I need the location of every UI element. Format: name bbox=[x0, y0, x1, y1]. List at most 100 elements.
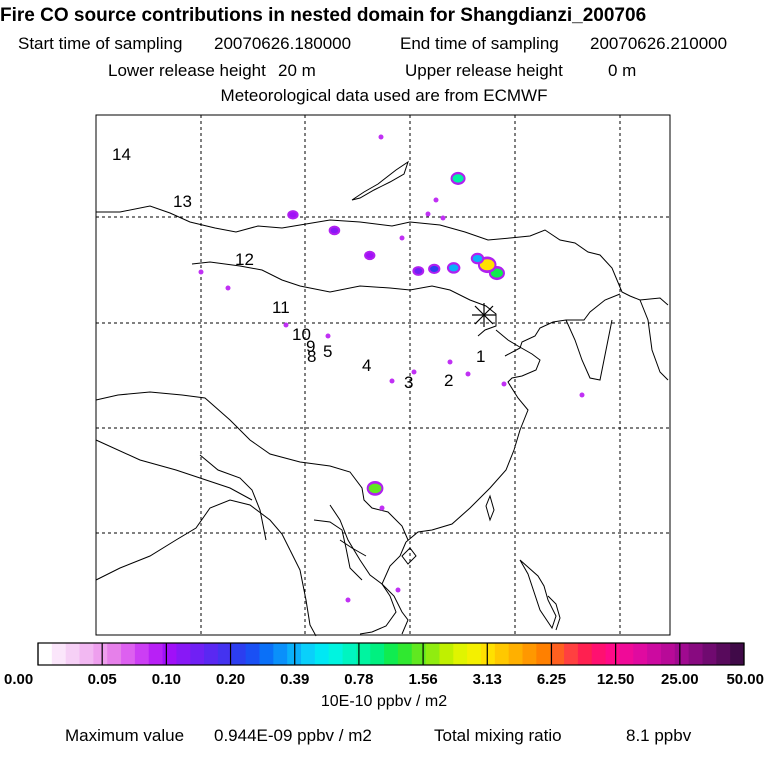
colorbar-cell bbox=[314, 643, 330, 665]
coastline bbox=[639, 299, 669, 381]
max-value: 0.944E-09 ppbv / m2 bbox=[214, 726, 372, 745]
colorbar-cell bbox=[134, 643, 150, 665]
border-line bbox=[96, 205, 669, 306]
plume-cell bbox=[378, 134, 384, 140]
hotspot bbox=[428, 263, 441, 275]
start-time-value: 20070626.180000 bbox=[214, 34, 352, 53]
colorbar-tick-label: 1.56 bbox=[408, 671, 437, 688]
colorbar-cell bbox=[204, 643, 219, 665]
colorbar-cell bbox=[674, 643, 690, 665]
plume-cell bbox=[283, 322, 289, 328]
colorbar-cell bbox=[647, 643, 662, 665]
border-line bbox=[313, 519, 363, 581]
total-mixing-label: Total mixing ratio bbox=[434, 726, 562, 745]
plume-cell bbox=[399, 235, 405, 241]
colorbar-tick-label: 0.39 bbox=[280, 671, 309, 688]
lower-height-label: Lower release height bbox=[108, 61, 266, 80]
colorbar-cell bbox=[577, 643, 593, 665]
colorbar-cell bbox=[425, 643, 440, 665]
colorbar-cell bbox=[121, 643, 136, 665]
coastline bbox=[95, 499, 291, 581]
trajectory-label: 14 bbox=[112, 145, 131, 164]
plume-cell bbox=[198, 269, 204, 275]
colorbar-cell bbox=[660, 643, 676, 665]
receptor-marker bbox=[472, 303, 496, 327]
trajectory-label: 5 bbox=[323, 342, 332, 361]
colorbar-cell bbox=[190, 643, 205, 665]
end-time-label: End time of sampling bbox=[400, 34, 559, 53]
trajectory-label: 1 bbox=[476, 347, 485, 366]
colorbar-cell bbox=[564, 643, 579, 665]
colorbar-cell bbox=[633, 643, 648, 665]
trajectory-label: 9 bbox=[306, 337, 315, 356]
trajectory-label: 3 bbox=[404, 373, 413, 392]
plume-cell bbox=[465, 371, 471, 377]
colorbar-cell bbox=[550, 643, 565, 665]
colorbar-cell bbox=[702, 643, 717, 665]
colorbar-cell bbox=[231, 643, 247, 665]
border-line bbox=[199, 454, 267, 541]
coastline bbox=[405, 329, 541, 543]
plume-cell bbox=[447, 359, 453, 365]
met-source: Meteorological data used are from ECMWF bbox=[220, 86, 548, 105]
border-line bbox=[95, 439, 253, 501]
plume-cell bbox=[389, 378, 395, 384]
colorbar-tick-label: 0.00 bbox=[4, 671, 33, 688]
lake-outline bbox=[351, 160, 409, 201]
trajectory-label: 8 bbox=[307, 347, 316, 366]
colorbar-cell bbox=[342, 643, 357, 665]
trajectory-label: 13 bbox=[173, 192, 192, 211]
coastline bbox=[519, 559, 557, 630]
colorbar-cell bbox=[730, 643, 745, 665]
coastline bbox=[565, 319, 613, 381]
plume-cell bbox=[579, 392, 585, 398]
colorbar-unit: 10E-10 ppbv / m2 bbox=[320, 693, 448, 710]
lower-height-value: 20 m bbox=[278, 61, 316, 80]
colorbar-cell bbox=[65, 643, 81, 665]
colorbar-cell bbox=[411, 643, 427, 665]
total-mixing-value: 8.1 ppbv bbox=[626, 726, 692, 745]
hotspot bbox=[470, 252, 485, 265]
chart-title: Fire CO source contributions in nested d… bbox=[0, 5, 647, 26]
trajectory-label: 12 bbox=[235, 250, 254, 269]
hotspot bbox=[366, 480, 384, 496]
trajectory-label: 4 bbox=[362, 356, 371, 375]
colorbar-cell bbox=[619, 643, 634, 665]
upper-height-value: 0 m bbox=[608, 61, 637, 80]
plume-cell bbox=[379, 505, 385, 511]
colorbar-tick-label: 0.78 bbox=[344, 671, 373, 688]
plume-cell bbox=[501, 381, 507, 387]
colorbar-cell bbox=[688, 643, 703, 665]
start-time-label: Start time of sampling bbox=[18, 34, 183, 53]
coastline bbox=[401, 547, 417, 565]
colorbar-cell bbox=[591, 643, 607, 665]
coastline bbox=[381, 541, 409, 635]
hotspot bbox=[450, 171, 466, 185]
trajectory-label: 10 bbox=[292, 325, 311, 344]
plume-cell bbox=[225, 285, 231, 291]
colorbar-cell bbox=[217, 643, 233, 665]
colorbar-cell bbox=[605, 643, 620, 665]
plume-cell bbox=[395, 587, 401, 593]
colorbar-tick-label: 6.25 bbox=[537, 671, 566, 688]
plume-cell bbox=[433, 197, 439, 203]
hotspot bbox=[412, 266, 425, 276]
hotspot bbox=[364, 250, 376, 261]
hotspot bbox=[446, 262, 461, 274]
trajectory-label: 2 bbox=[444, 371, 453, 390]
colorbar-cell bbox=[356, 643, 371, 665]
colorbar-cell bbox=[79, 643, 94, 665]
hotspot bbox=[287, 210, 299, 220]
colorbar-tick-label: 3.13 bbox=[473, 671, 502, 688]
colorbar-cell bbox=[301, 643, 316, 665]
upper-height-label: Upper release height bbox=[405, 61, 563, 80]
colorbar-cell bbox=[162, 643, 177, 665]
colorbar-cell bbox=[536, 643, 551, 665]
colorbar-cell bbox=[370, 643, 385, 665]
border-line bbox=[191, 261, 497, 337]
border-line bbox=[504, 293, 621, 357]
map-frame bbox=[95, 114, 671, 636]
colorbar-cell bbox=[93, 643, 108, 665]
coastline bbox=[547, 595, 561, 631]
plume-cell bbox=[440, 215, 446, 221]
